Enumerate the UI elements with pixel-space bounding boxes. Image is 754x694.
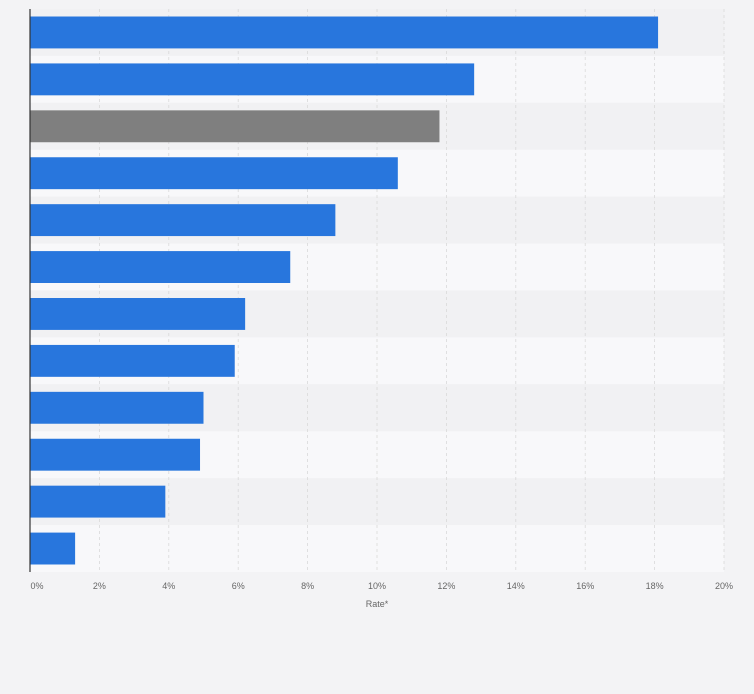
x-tick-label: 8%: [301, 581, 314, 591]
bar[interactable]: [30, 532, 76, 565]
bar[interactable]: [30, 204, 336, 237]
x-tick-label: 2%: [93, 581, 106, 591]
bar[interactable]: [30, 438, 201, 471]
x-tick-label: 16%: [576, 581, 594, 591]
x-tick-label: 14%: [507, 581, 525, 591]
x-tick-label: 18%: [646, 581, 664, 591]
gridlines: [99, 9, 725, 572]
bar[interactable]: [30, 298, 246, 330]
x-tick-label: 0%: [30, 581, 43, 591]
highlighted-bar[interactable]: [30, 110, 440, 143]
x-axis-ticks: 0% 2% 4% 6% 8% 10% 12% 14% 16% 18% 20%: [30, 581, 733, 591]
x-tick-label: 6%: [232, 581, 245, 591]
bar[interactable]: [30, 391, 204, 424]
bar[interactable]: [30, 344, 235, 377]
bars-group: [30, 16, 659, 565]
x-tick-label: 4%: [162, 581, 175, 591]
x-tick-label: 10%: [368, 581, 386, 591]
bar[interactable]: [30, 485, 166, 518]
bar[interactable]: [30, 63, 475, 96]
bar[interactable]: [30, 157, 398, 190]
bar[interactable]: [30, 16, 659, 49]
x-tick-label: 20%: [715, 581, 733, 591]
x-tick-label: 12%: [437, 581, 455, 591]
bar[interactable]: [30, 251, 291, 283]
x-axis-title: Rate*: [366, 599, 389, 609]
